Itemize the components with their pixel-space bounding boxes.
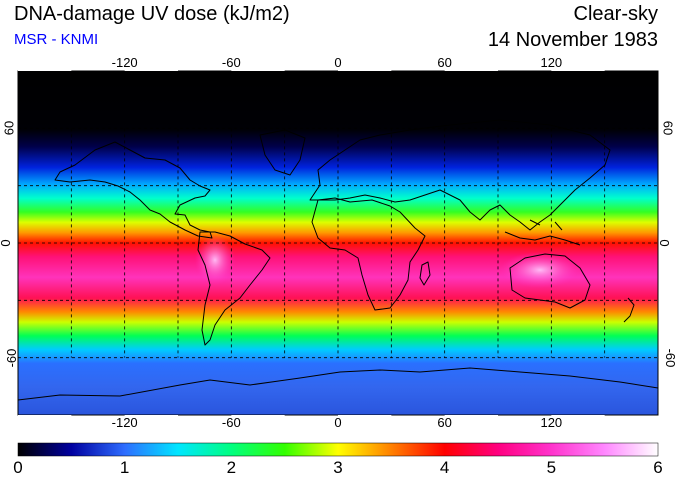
eurasia-coast (309, 119, 611, 231)
australia-hotspot (500, 252, 580, 288)
greenland-coast (259, 129, 306, 176)
south-america-coast (197, 231, 271, 346)
latitude-tick-label: -60 (3, 348, 19, 368)
source-label: MSR - KNMI (14, 31, 99, 48)
colorbar-tick-label: 2 (226, 458, 237, 477)
longitude-tick-label: 120 (540, 55, 563, 70)
frame-mark (18, 69, 72, 71)
frame-mark (444, 415, 498, 417)
colorbar-tick-label: 5 (546, 458, 557, 477)
map-title: DNA-damage UV dose (kJ/m2) (14, 3, 290, 25)
longitude-tick-label: -120 (111, 415, 138, 430)
colorbar-tick-label: 6 (653, 458, 663, 477)
colorbar-tick-label: 3 (333, 458, 343, 477)
longitude-tick-label: 0 (334, 415, 342, 430)
colorbar-tick-label: 1 (119, 458, 130, 477)
latitude-tick-label: -60 (662, 348, 678, 368)
frame-mark (338, 415, 392, 417)
frame-mark (444, 69, 498, 71)
frame-mark (18, 415, 72, 417)
andes-hotspot (195, 235, 235, 285)
frame-mark (124, 69, 178, 71)
antarctica-coast (17, 367, 659, 401)
longitude-tick-label: -120 (111, 55, 138, 70)
frame-mark (231, 69, 285, 71)
colorbar-tick-label: 0 (13, 458, 23, 477)
date-label: 14 November 1983 (487, 29, 658, 51)
latitude-tick-label: 0 (0, 239, 13, 246)
africa-coast (311, 197, 426, 311)
longitude-tick-label: 120 (540, 415, 563, 430)
coastlines (17, 119, 659, 401)
north-america-coast (54, 141, 213, 239)
frame-mark (551, 415, 605, 417)
sky-condition-label: Clear-sky (573, 3, 658, 25)
colorbar-tick-label: 4 (439, 458, 450, 477)
longitude-tick-label: 0 (334, 55, 342, 70)
frame-mark (338, 69, 392, 71)
latitude-tick-label: 60 (1, 121, 17, 136)
indonesia-coast (504, 219, 581, 246)
frame-mark (551, 69, 605, 71)
colorbar (17, 442, 659, 457)
madagascar-coast (419, 261, 431, 286)
australia-coast (509, 253, 591, 309)
frame-mark (124, 415, 178, 417)
latitude-tick-label: 60 (660, 121, 676, 136)
latitude-tick-label: 0 (657, 239, 673, 247)
longitude-tick-label: -60 (221, 55, 241, 70)
longitude-tick-label: -60 (221, 415, 241, 430)
longitude-tick-label: 60 (437, 415, 452, 430)
longitude-tick-label: 60 (437, 55, 452, 70)
new-zealand-coast (623, 297, 635, 323)
frame-mark (231, 415, 285, 417)
